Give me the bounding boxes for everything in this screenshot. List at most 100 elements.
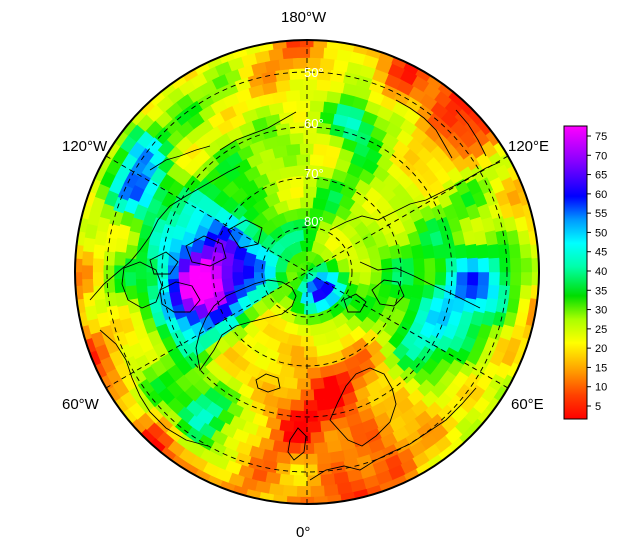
heatmap-cell xyxy=(113,278,127,294)
heatmap-cell xyxy=(510,257,522,273)
heatmap-cell xyxy=(296,378,311,391)
colorbar-tick-label: 70 xyxy=(595,150,607,162)
heatmap-cell xyxy=(323,47,339,60)
heatmap-cell xyxy=(508,284,522,301)
heatmap-cell xyxy=(313,496,329,504)
heatmap-cells xyxy=(75,40,539,504)
heatmap-cell xyxy=(309,377,325,391)
heatmap-cell xyxy=(454,284,468,301)
heatmap-cell xyxy=(519,284,533,301)
heatmap-cell xyxy=(520,271,533,287)
coastline-alaska xyxy=(149,111,297,171)
heatmap-cell xyxy=(292,475,308,487)
heatmap-cell xyxy=(313,442,329,455)
graticule xyxy=(105,40,509,504)
heatmap-cell xyxy=(316,452,332,466)
lon-label-0: 0° xyxy=(296,524,310,541)
heatmap-cell xyxy=(289,175,305,188)
heatmap-cell xyxy=(92,271,104,287)
heatmap-cell xyxy=(359,257,372,273)
heatmap-cell xyxy=(289,399,305,412)
heatmap-cell xyxy=(530,284,539,301)
heatmap-cell xyxy=(316,398,332,412)
heatmap-cell xyxy=(285,89,301,102)
lat-label-80: 80° xyxy=(304,214,324,229)
heatmap-cell xyxy=(531,257,539,273)
heatmap-cell xyxy=(135,278,148,294)
heatmap-cell xyxy=(323,484,339,497)
heatmap-cell xyxy=(289,356,305,369)
lon-label-180w: 180°W xyxy=(281,9,327,26)
coastline-britain xyxy=(287,427,307,461)
heatmap-cell xyxy=(124,243,138,260)
heatmap-cell xyxy=(402,257,415,273)
heatmap-cell xyxy=(135,264,147,280)
heatmap-cell xyxy=(124,271,137,287)
coastline-arctic-islands xyxy=(343,279,405,313)
heatmap-cell xyxy=(380,271,394,287)
heatmap-cell xyxy=(289,345,305,359)
latitude-circle-60 xyxy=(161,126,453,418)
heatmap-cell xyxy=(423,257,437,273)
colorbar-tick-label: 40 xyxy=(595,266,607,278)
coastline-europe xyxy=(309,387,477,481)
heatmap-cell xyxy=(391,257,404,273)
coastline-north-america xyxy=(89,165,241,447)
heatmap-cell xyxy=(476,284,490,301)
heatmap-cell xyxy=(102,250,116,266)
heatmap-cell xyxy=(289,132,305,145)
heatmap-cell xyxy=(508,243,522,260)
heatmap-cell xyxy=(296,432,311,444)
heatmap-cell xyxy=(499,257,512,273)
heatmap-cell xyxy=(309,100,325,113)
coastline-iceland xyxy=(255,373,281,393)
lat-label-70: 70° xyxy=(304,166,324,181)
heatmap-cell xyxy=(313,143,329,156)
heatmap-cell xyxy=(313,40,329,48)
heatmap-cell xyxy=(92,284,106,301)
heatmap-cell xyxy=(285,40,301,48)
heatmap-cell xyxy=(499,271,512,287)
heatmap-cell xyxy=(316,78,332,92)
heatmap-cell xyxy=(456,271,469,287)
lat-label-50: 50° xyxy=(304,65,324,80)
heatmap-cell xyxy=(465,284,479,301)
heatmap-cell xyxy=(306,367,322,380)
heatmap-cell xyxy=(456,257,469,273)
heatmap-cell xyxy=(242,264,254,280)
heatmap-cell xyxy=(296,153,311,166)
heatmap-cell xyxy=(434,257,447,273)
heatmap-cell xyxy=(177,257,191,273)
coastline-canada-islands xyxy=(149,219,263,313)
heatmap-cell xyxy=(391,271,404,287)
heatmap-cell xyxy=(303,356,318,369)
heatmap-cell xyxy=(167,264,179,280)
heatmap-cell xyxy=(306,421,322,434)
heatmap-cell xyxy=(289,67,305,80)
heatmap-cell xyxy=(443,243,457,260)
heatmap-cell xyxy=(278,419,295,433)
heatmap-cell xyxy=(510,271,522,287)
lat-label-60: 60° xyxy=(304,116,324,131)
heatmap-cell xyxy=(231,271,245,287)
colorbar-tick-label: 35 xyxy=(595,285,607,297)
lon-label-60e: 60°E xyxy=(511,396,544,413)
colorbar-tick-label: 75 xyxy=(595,131,607,143)
colorbar-tick-label: 15 xyxy=(595,362,607,374)
heatmap-cell xyxy=(282,46,298,60)
heatmap-cell xyxy=(309,153,325,167)
colorbar-tick-label: 25 xyxy=(595,324,607,336)
heatmap-cell xyxy=(285,496,301,504)
heatmap-cell xyxy=(313,388,329,401)
heatmap-cell xyxy=(380,257,394,273)
heatmap-cell xyxy=(210,264,222,280)
colorbar-tick-label: 10 xyxy=(595,382,607,394)
colorbar-tick-label: 30 xyxy=(595,305,607,317)
heatmap-cell xyxy=(402,271,415,287)
heatmap-cell xyxy=(477,257,490,273)
latitude-circle-80 xyxy=(261,226,353,318)
heatmap-cell xyxy=(113,250,127,266)
heatmap-cell xyxy=(303,78,318,91)
coastlines xyxy=(89,99,501,481)
heatmap-cell xyxy=(285,388,301,401)
